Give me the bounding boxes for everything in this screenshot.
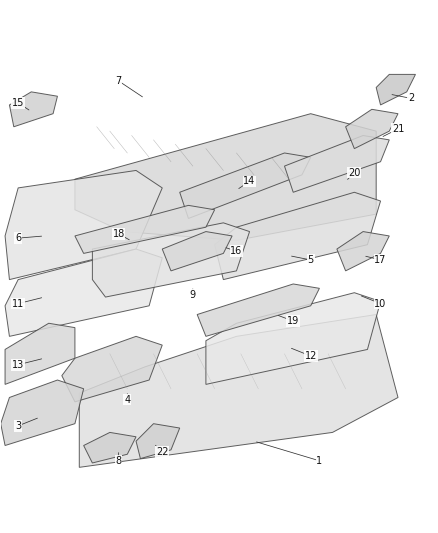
Polygon shape: [346, 109, 398, 149]
Text: 2: 2: [408, 93, 414, 103]
Polygon shape: [5, 323, 75, 384]
Text: 20: 20: [348, 168, 360, 177]
Polygon shape: [206, 293, 381, 384]
Polygon shape: [1, 380, 84, 446]
Polygon shape: [92, 223, 250, 297]
Polygon shape: [197, 284, 319, 336]
Polygon shape: [75, 205, 215, 253]
Text: 8: 8: [116, 456, 122, 466]
Polygon shape: [84, 432, 136, 463]
Text: 6: 6: [15, 233, 21, 243]
Text: 14: 14: [244, 176, 256, 187]
Polygon shape: [5, 249, 162, 336]
Polygon shape: [5, 171, 162, 280]
Text: 1: 1: [316, 456, 322, 466]
Text: 9: 9: [190, 290, 196, 300]
Text: 7: 7: [116, 76, 122, 86]
Text: 3: 3: [15, 421, 21, 431]
Text: 21: 21: [392, 124, 404, 134]
Text: 11: 11: [12, 298, 24, 309]
Text: 13: 13: [12, 360, 24, 370]
Text: 22: 22: [156, 447, 169, 457]
Text: 15: 15: [12, 98, 25, 108]
Text: 16: 16: [230, 246, 243, 256]
Text: 18: 18: [113, 229, 125, 239]
Polygon shape: [337, 231, 389, 271]
Text: 12: 12: [304, 351, 317, 361]
Polygon shape: [10, 92, 57, 127]
Polygon shape: [285, 135, 389, 192]
Polygon shape: [75, 114, 376, 240]
Text: 4: 4: [124, 394, 131, 405]
Polygon shape: [376, 75, 416, 105]
Text: 10: 10: [374, 298, 387, 309]
Text: 19: 19: [287, 316, 299, 326]
Polygon shape: [162, 231, 232, 271]
Polygon shape: [215, 192, 381, 280]
Text: 17: 17: [374, 255, 387, 265]
Polygon shape: [136, 424, 180, 458]
Polygon shape: [180, 153, 311, 219]
Polygon shape: [79, 314, 398, 467]
Text: 5: 5: [307, 255, 314, 265]
Polygon shape: [62, 336, 162, 402]
